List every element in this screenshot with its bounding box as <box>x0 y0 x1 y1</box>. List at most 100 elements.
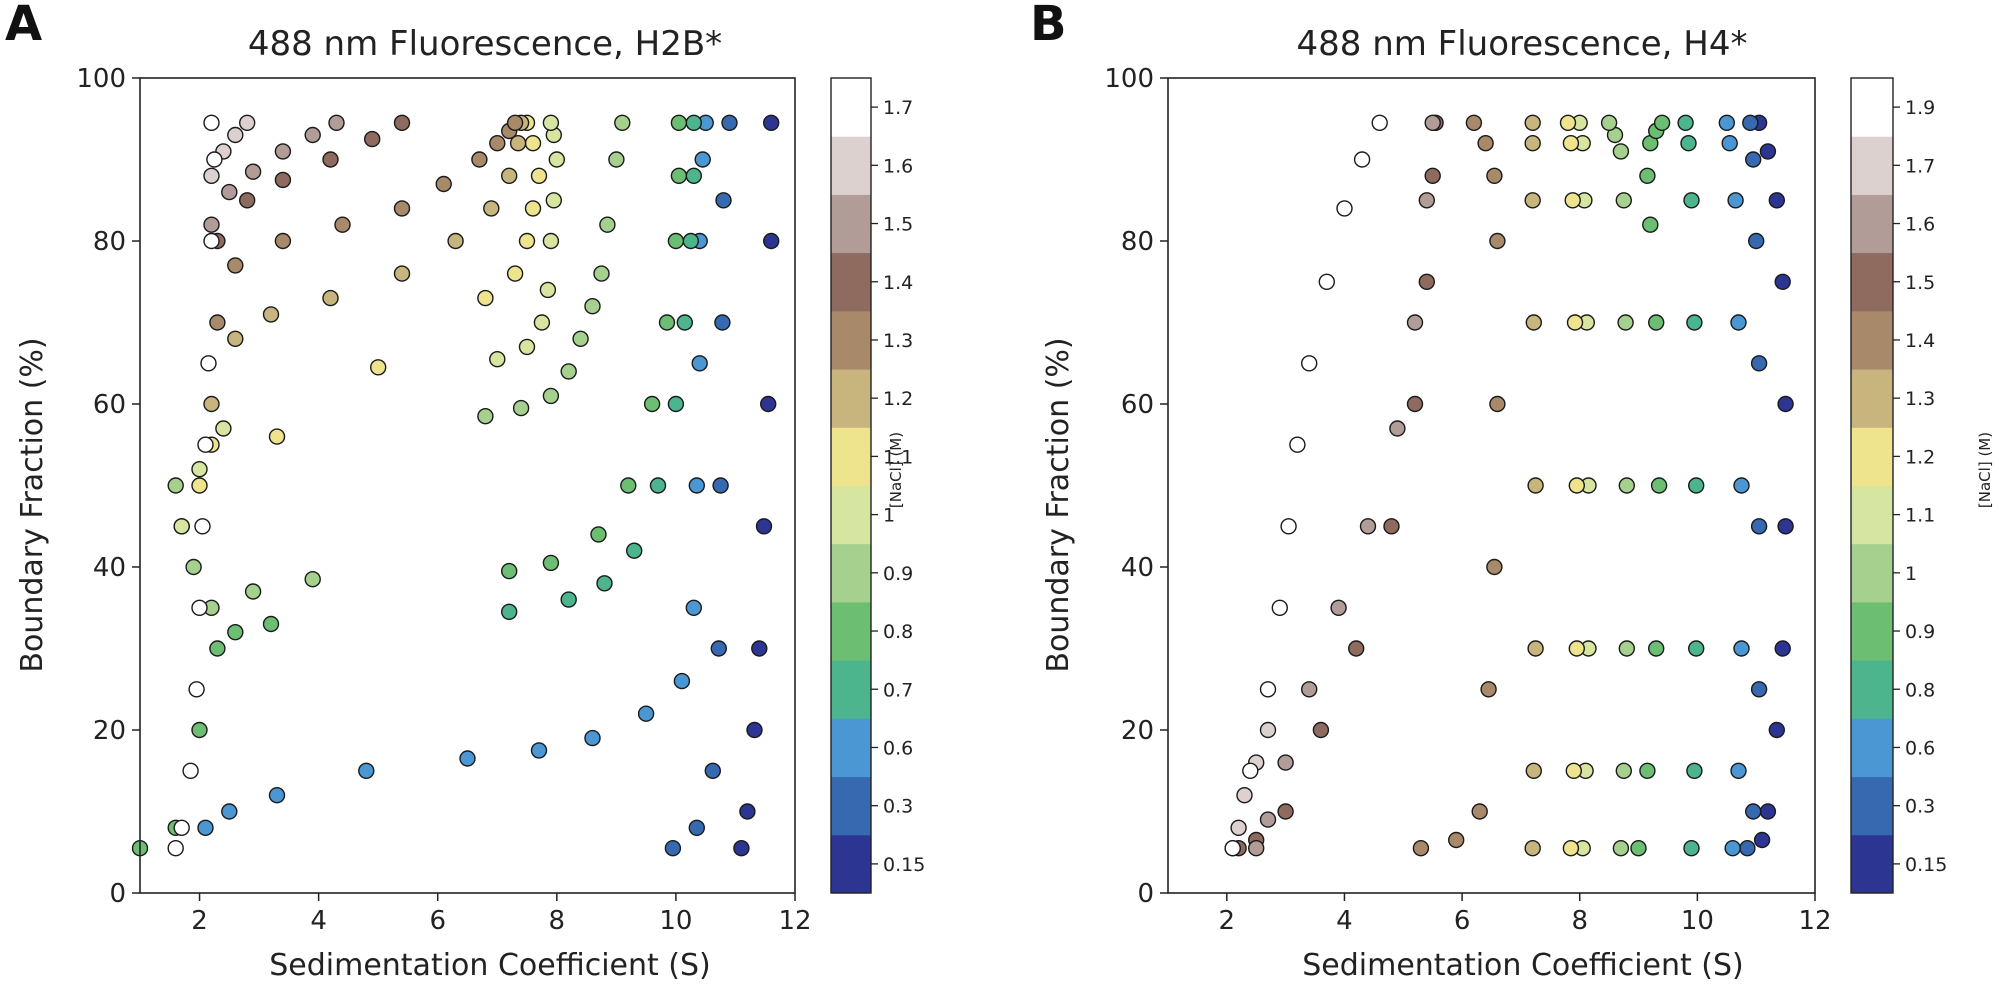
data-point <box>322 151 339 168</box>
data-point <box>1768 192 1786 209</box>
data-point <box>1280 518 1297 535</box>
data-point <box>1615 762 1633 779</box>
data-point <box>274 143 292 160</box>
series-salt-1.5 <box>1230 114 1444 857</box>
data-point <box>590 526 607 543</box>
y-tick-label: 100 <box>1104 64 1154 94</box>
data-point <box>393 200 411 217</box>
data-point <box>501 562 518 580</box>
data-point <box>1489 395 1506 413</box>
data-point <box>596 575 613 592</box>
y-tick-label: 80 <box>1121 227 1154 257</box>
colorbar-tick-label: 1.7 <box>1905 155 1935 177</box>
data-point <box>227 257 244 274</box>
data-point <box>370 359 387 376</box>
data-point <box>524 134 542 152</box>
data-point <box>560 591 577 608</box>
data-point <box>334 216 351 233</box>
series-salt-0.7 <box>501 114 702 620</box>
data-point <box>173 518 190 535</box>
data-point <box>1477 134 1494 152</box>
x-tick-label: 12 <box>778 906 811 936</box>
data-point <box>274 171 292 189</box>
series-salt-1 <box>1600 114 1636 857</box>
colorbar-tick-label: 0.15 <box>1905 854 1947 876</box>
data-point <box>1677 114 1694 132</box>
data-point <box>1524 192 1541 209</box>
data-point <box>1759 143 1777 160</box>
data-point <box>1630 840 1647 857</box>
data-point <box>227 330 244 347</box>
data-point <box>1747 232 1765 250</box>
colorbar-tick-label: 0.3 <box>1905 796 1935 818</box>
colorbar-swatch <box>831 136 871 195</box>
data-point <box>1600 114 1618 132</box>
data-point <box>1639 762 1656 779</box>
colorbar-frame <box>1850 77 1894 894</box>
data-point <box>694 151 711 168</box>
y-tick-label: 100 <box>76 64 126 94</box>
data-point <box>710 640 727 657</box>
data-point <box>188 681 205 698</box>
data-point <box>1565 762 1583 779</box>
series-salt-1.4 <box>209 114 411 250</box>
data-point <box>1618 477 1636 494</box>
data-point <box>1524 840 1541 857</box>
colorbar-frame <box>830 77 872 894</box>
data-point <box>1300 681 1318 698</box>
data-point <box>1568 477 1586 494</box>
data-point <box>670 114 688 132</box>
x-tick-label: 10 <box>659 906 692 936</box>
data-point <box>1750 355 1768 372</box>
y-tick-label: 60 <box>1121 390 1154 420</box>
data-point <box>1389 420 1406 437</box>
colorbar-swatch <box>1851 136 1893 195</box>
data-point <box>244 583 262 600</box>
data-point <box>1347 640 1365 657</box>
data-point <box>1277 754 1294 771</box>
data-point <box>1566 314 1584 331</box>
data-point <box>1727 192 1744 209</box>
data-point <box>506 265 524 282</box>
data-point <box>688 819 705 836</box>
data-point <box>194 518 211 535</box>
data-point <box>539 281 557 299</box>
data-point <box>1412 840 1430 857</box>
data-point <box>685 167 702 185</box>
data-point <box>593 265 610 282</box>
data-point <box>509 134 527 152</box>
data-point <box>1418 273 1436 290</box>
colorbar-swatch <box>831 369 871 428</box>
data-point <box>1615 192 1633 209</box>
x-tick-label: 2 <box>1219 906 1236 936</box>
x-tick-label: 8 <box>1571 906 1588 936</box>
data-point <box>584 298 601 315</box>
colorbar-swatch <box>831 427 871 486</box>
data-point <box>1271 599 1289 616</box>
data-point <box>1471 803 1488 820</box>
data-point <box>1289 436 1306 453</box>
data-point <box>268 428 286 445</box>
colorbar-swatch <box>1851 194 1893 254</box>
data-point <box>658 314 676 331</box>
x-tick-label: 4 <box>1336 906 1353 936</box>
data-point <box>572 330 589 347</box>
data-point <box>173 819 190 836</box>
data-point <box>1686 314 1703 331</box>
data-point <box>393 114 411 132</box>
series-salt-1.5 <box>203 114 345 233</box>
data-point <box>1683 840 1700 857</box>
data-point <box>1224 840 1241 857</box>
series-salt-1.4 <box>1412 114 1506 857</box>
data-point <box>447 232 464 250</box>
series-salt-1 <box>173 114 565 535</box>
data-point <box>1744 803 1762 820</box>
x-axis-label: Sedimentation Coefficient (S) <box>269 948 711 983</box>
series-salt-0.6 <box>1718 114 1750 857</box>
data-point <box>1525 314 1543 331</box>
x-tick-label: 4 <box>310 906 327 936</box>
y-tick-label: 0 <box>109 879 126 909</box>
data-point <box>1733 640 1750 657</box>
data-point <box>1465 114 1483 132</box>
